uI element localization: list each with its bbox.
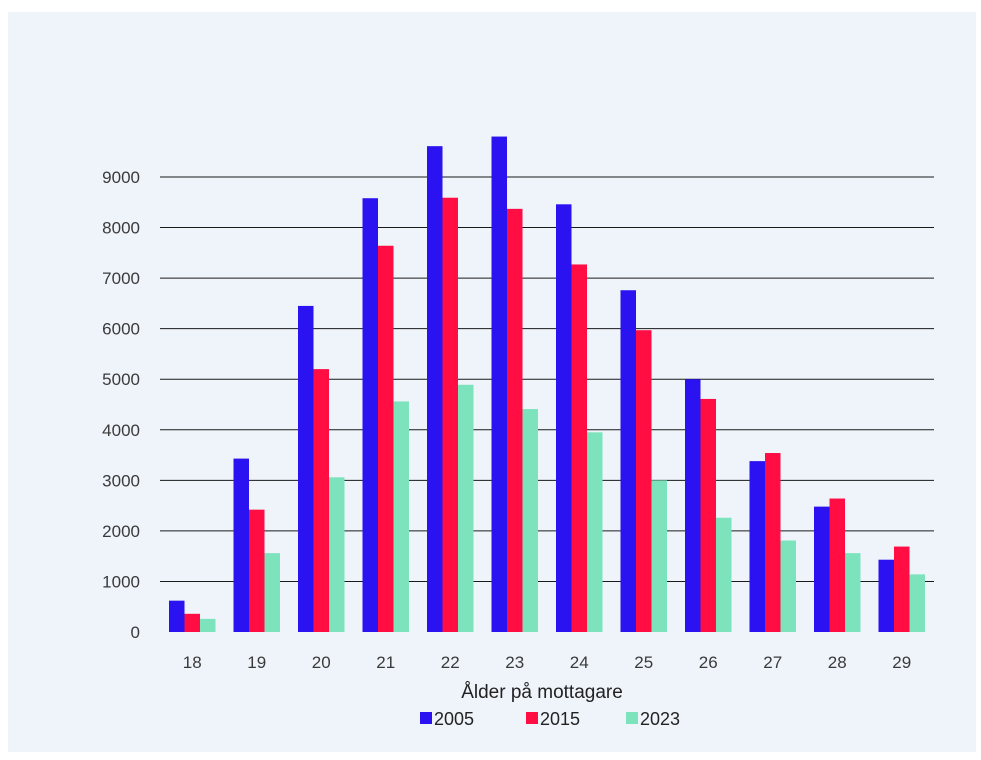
legend-label-2005: 2005 bbox=[434, 709, 474, 729]
bar-2005-28 bbox=[814, 506, 830, 632]
bar-2015-21 bbox=[378, 245, 394, 632]
x-tick-label: 23 bbox=[505, 653, 524, 672]
bar-2023-20 bbox=[329, 477, 345, 632]
bar-2005-25 bbox=[620, 290, 636, 632]
bar-2023-28 bbox=[845, 553, 861, 632]
x-axis-ticks: 18 19 20 21 22 23 24 25 26 27 28 29 bbox=[183, 653, 911, 672]
y-tick-label: 4000 bbox=[102, 421, 140, 440]
x-tick-label: 18 bbox=[183, 653, 202, 672]
bar-2015-20 bbox=[313, 369, 329, 632]
bar-2023-27 bbox=[780, 540, 796, 632]
x-tick-label: 21 bbox=[376, 653, 395, 672]
bar-2005-26 bbox=[685, 379, 701, 632]
bar-2023-23 bbox=[522, 409, 538, 632]
bar-2015-22 bbox=[442, 197, 458, 632]
x-tick-label: 26 bbox=[699, 653, 718, 672]
bars bbox=[169, 136, 925, 633]
x-axis-title: Ålder på mottagare bbox=[461, 682, 623, 703]
y-tick-label: 5000 bbox=[102, 370, 140, 389]
bar-2005-24 bbox=[556, 204, 572, 633]
y-tick-label: 9000 bbox=[102, 168, 140, 187]
x-tick-label: 29 bbox=[892, 653, 911, 672]
x-tick-label: 28 bbox=[828, 653, 847, 672]
y-tick-label: 1000 bbox=[102, 572, 140, 591]
y-tick-label: 3000 bbox=[102, 471, 140, 490]
legend-swatch-2023 bbox=[626, 712, 638, 724]
bar-2005-29 bbox=[878, 559, 894, 632]
bar-2005-20 bbox=[298, 305, 314, 632]
bar-2023-26 bbox=[716, 517, 732, 632]
grid-lines bbox=[160, 176, 934, 582]
bar-2015-25 bbox=[636, 330, 652, 632]
bar-2023-25 bbox=[651, 480, 667, 632]
x-tick-label: 25 bbox=[634, 653, 653, 672]
y-axis-ticks: 0 1000 2000 3000 4000 5000 6000 7000 8000 9000 bbox=[102, 168, 140, 642]
y-tick-label: 8000 bbox=[102, 219, 140, 238]
x-tick-label: 19 bbox=[247, 653, 266, 672]
bar-2005-27 bbox=[749, 461, 765, 632]
bar-2005-19 bbox=[233, 458, 249, 632]
legend-label-2023: 2023 bbox=[640, 709, 680, 729]
legend-swatch-2005 bbox=[420, 712, 432, 724]
bar-2015-29 bbox=[894, 546, 910, 632]
bar-2023-18 bbox=[200, 618, 216, 632]
bar-2005-22 bbox=[427, 146, 443, 632]
x-tick-label: 24 bbox=[570, 653, 589, 672]
x-tick-label: 27 bbox=[763, 653, 782, 672]
y-tick-label: 0 bbox=[131, 623, 140, 642]
legend: 2005 2015 2023 bbox=[420, 709, 680, 729]
bar-2015-23 bbox=[507, 208, 523, 632]
bar-2023-22 bbox=[458, 384, 474, 632]
legend-swatch-2015 bbox=[526, 712, 538, 724]
bar-2023-24 bbox=[587, 432, 603, 632]
legend-label-2015: 2015 bbox=[540, 709, 580, 729]
bar-2015-24 bbox=[571, 264, 587, 632]
y-tick-label: 2000 bbox=[102, 522, 140, 541]
bar-2005-23 bbox=[491, 136, 507, 633]
bar-2015-28 bbox=[829, 498, 845, 632]
bar-2005-21 bbox=[362, 198, 378, 632]
bar-2023-19 bbox=[264, 553, 280, 632]
bar-2015-27 bbox=[765, 453, 781, 632]
y-tick-label: 7000 bbox=[102, 269, 140, 288]
x-tick-label: 20 bbox=[312, 653, 331, 672]
y-tick-label: 6000 bbox=[102, 320, 140, 339]
bar-2015-19 bbox=[249, 509, 265, 632]
bar-2023-29 bbox=[909, 574, 925, 632]
bar-2015-18 bbox=[184, 613, 200, 632]
bar-2005-18 bbox=[169, 600, 185, 632]
bar-2023-21 bbox=[393, 401, 409, 632]
bar-2015-26 bbox=[700, 398, 716, 632]
x-tick-label: 22 bbox=[441, 653, 460, 672]
